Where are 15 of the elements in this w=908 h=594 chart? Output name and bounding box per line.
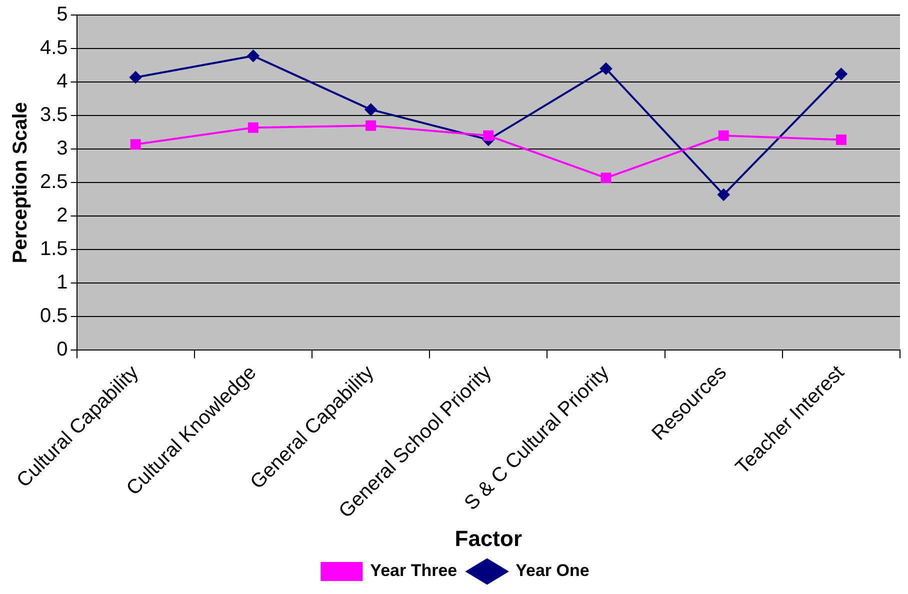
y-tick-label: 2 xyxy=(56,204,68,227)
y-tick-label: 4 xyxy=(56,70,68,93)
y-tick-label: 4.5 xyxy=(40,37,68,60)
y-tick-label: 3 xyxy=(56,138,68,160)
y-tick-label: 1.5 xyxy=(40,238,68,260)
x-axis-title: Factor xyxy=(454,526,522,551)
y-tick-label: 0.5 xyxy=(40,305,68,328)
y-axis-title: Perception Scale xyxy=(10,102,32,264)
y-tick-label: 5 xyxy=(56,4,68,26)
y-tick-label: 0 xyxy=(56,338,68,361)
y-tick-label: 2.5 xyxy=(40,171,68,194)
legend-label: Year Three xyxy=(370,561,458,580)
legend-label: Year One xyxy=(516,561,590,580)
y-tick-label: 3.5 xyxy=(40,104,68,126)
y-tick-label: 1 xyxy=(56,272,68,294)
